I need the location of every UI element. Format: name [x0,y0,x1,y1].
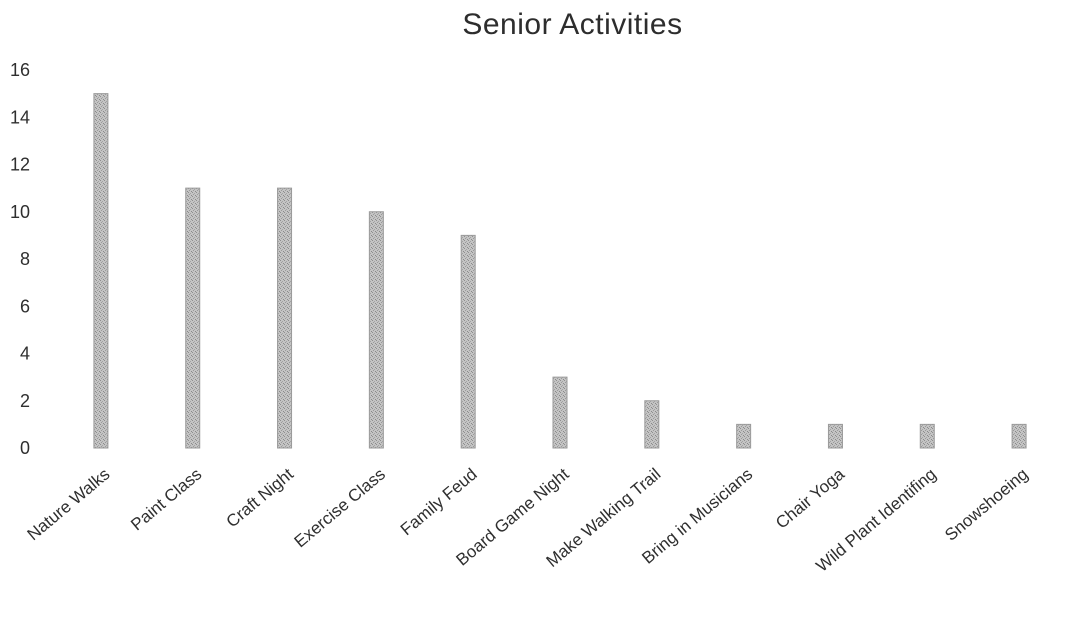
bar [185,187,201,449]
y-tick-label: 10 [10,202,30,222]
bar [368,211,384,449]
bar [460,234,476,449]
y-tick-label: 2 [20,391,30,411]
bar [736,423,752,449]
x-tick-label: Snowshoeing [941,465,1031,545]
bar [644,400,660,449]
y-tick-label: 4 [20,344,30,364]
bar [552,376,568,449]
y-tick-label: 8 [20,249,30,269]
x-tick-label: Nature Walks [24,465,114,545]
y-tick-label: 6 [20,296,30,316]
bar [1011,423,1027,449]
x-axis: Nature Walks Paint Class Craft NightExerci… [24,464,1032,575]
y-axis: 0 2 4 6 8 10 12 14 16 [10,60,30,458]
bars [93,93,1027,449]
chart-title: Senior Activities [462,8,683,41]
y-tick-label: 0 [20,438,30,458]
x-tick-label: Exercise Class [291,465,389,552]
bar [827,423,843,449]
x-tick-label: Paint Class [127,465,205,535]
y-tick-label: 14 [10,107,30,127]
x-tick-label: Craft Night [223,464,298,531]
bar [919,423,935,449]
y-tick-label: 16 [10,60,30,80]
bar [277,187,293,449]
y-tick-label: 12 [10,155,30,175]
bar [93,93,109,449]
x-tick-label: Chair Yoga [772,464,848,532]
x-tick-label: Family Feud [397,465,481,540]
